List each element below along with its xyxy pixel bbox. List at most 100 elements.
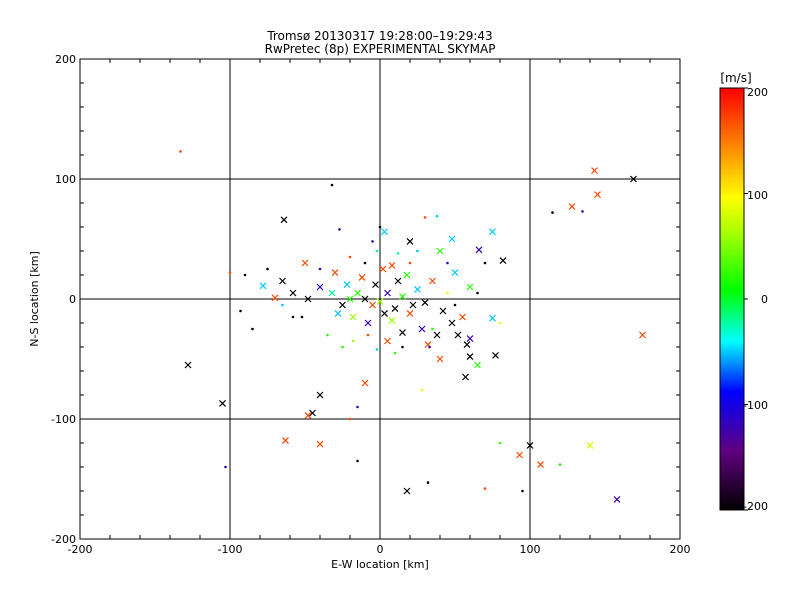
- data-point-dot: [291, 315, 295, 319]
- data-point-dot: [498, 321, 502, 325]
- colorbar-tick-label-200: 200: [747, 86, 768, 99]
- data-point-cross: [399, 329, 406, 337]
- x-tick-label-0: 0: [377, 543, 384, 556]
- data-point-cross: [466, 283, 474, 291]
- data-point-cross: [459, 313, 466, 321]
- y-tick-label-minus100: -100: [51, 413, 76, 426]
- data-point-cross: [568, 203, 576, 211]
- data-point-cross: [358, 273, 366, 281]
- data-point-dot: [420, 388, 424, 392]
- data-point-cross: [279, 277, 286, 285]
- data-point-dot: [375, 348, 379, 351]
- data-point-cross: [369, 301, 376, 309]
- data-point-dot: [351, 339, 355, 343]
- data-point-cross: [489, 228, 496, 236]
- data-point-dot: [363, 261, 367, 265]
- colorbar-ticks: [744, 87, 748, 511]
- chart-title: Tromsø 20130317 19:28:00–19:29:43: [266, 29, 492, 43]
- data-point-cross: [316, 283, 324, 291]
- data-point-cross: [331, 269, 339, 277]
- data-point-cross: [492, 351, 499, 359]
- data-point-cross: [466, 353, 474, 361]
- x-tick-label-200: 200: [670, 543, 691, 556]
- data-point-dot: [300, 315, 304, 319]
- data-point-cross: [388, 317, 396, 325]
- x-axis-label: E-W location [km]: [331, 558, 429, 571]
- data-point-cross: [466, 335, 474, 343]
- data-point-dot: [453, 303, 457, 307]
- data-point-cross: [421, 299, 429, 307]
- data-point-cross: [334, 309, 342, 317]
- data-point-cross: [339, 301, 346, 309]
- data-point-dot: [393, 351, 397, 355]
- data-point-cross: [309, 409, 316, 417]
- data-point-dot: [378, 225, 382, 229]
- data-point-cross: [414, 285, 421, 293]
- data-point-cross: [361, 379, 369, 387]
- data-point-cross: [280, 216, 288, 224]
- colorbar-label: [m/s]: [720, 71, 751, 85]
- data-point-cross: [406, 309, 414, 317]
- data-point-cross: [409, 301, 417, 309]
- data-point-cross: [364, 319, 372, 327]
- data-point-dot: [431, 327, 434, 331]
- data-point-dot: [408, 261, 412, 265]
- data-point-cross: [384, 289, 391, 297]
- y-tick-label-200: 200: [55, 53, 76, 66]
- data-point-dot: [581, 210, 584, 213]
- data-point-cross: [591, 167, 598, 175]
- data-point-cross: [516, 451, 523, 459]
- data-point-cross: [429, 277, 436, 285]
- data-point-dot: [228, 271, 232, 274]
- data-point-cross: [304, 295, 312, 303]
- data-point-dot: [356, 459, 359, 463]
- data-point-cross: [475, 246, 483, 254]
- x-tick-label-minus200: -200: [68, 543, 93, 556]
- data-point-dot: [251, 327, 254, 331]
- colorbar-tick-label-100: 100: [747, 189, 768, 202]
- data-point-cross: [328, 289, 336, 297]
- data-point-dot: [179, 150, 182, 153]
- data-point-cross: [282, 437, 289, 445]
- data-point-dot: [558, 463, 562, 466]
- data-point-cross: [316, 440, 324, 448]
- data-point-cross: [639, 331, 646, 339]
- colorbar-tick-label-0: 0: [761, 293, 768, 306]
- data-point-dot: [281, 303, 284, 307]
- data-point-cross: [289, 289, 297, 297]
- x-tick-label-100: 100: [520, 543, 541, 556]
- data-point-cross: [436, 247, 444, 255]
- data-point-dot: [348, 417, 352, 421]
- data-point-dot: [239, 309, 242, 313]
- data-point-cross: [448, 235, 456, 243]
- data-point-cross: [613, 495, 621, 503]
- data-point-dot: [435, 214, 439, 218]
- data-point-cross: [184, 361, 192, 369]
- data-point-cross: [436, 355, 444, 363]
- data-point-cross: [537, 461, 544, 469]
- data-point-cross: [433, 331, 441, 339]
- data-point-dot: [401, 345, 404, 349]
- data-point-cross: [381, 309, 388, 317]
- data-point-dot: [551, 211, 554, 214]
- data-point-cross: [439, 307, 447, 315]
- data-point-cross: [343, 281, 351, 289]
- data-point-cross: [394, 277, 402, 285]
- data-point-dot: [243, 273, 247, 277]
- data-point-cross: [391, 305, 399, 313]
- data-point-dot: [356, 405, 359, 409]
- data-point-cross: [418, 325, 426, 333]
- data-point-dot: [371, 240, 374, 243]
- y-tick-label-100: 100: [55, 173, 76, 186]
- data-point-cross: [406, 237, 414, 245]
- data-point-cross: [361, 295, 369, 303]
- data-point-dot: [366, 333, 370, 337]
- data-point-dot: [428, 345, 431, 349]
- data-point-cross: [448, 319, 456, 327]
- data-point-dot: [446, 291, 449, 295]
- data-point-cross: [499, 257, 507, 265]
- data-point-cross: [354, 289, 361, 297]
- data-point-dot: [330, 183, 334, 187]
- data-point-dot: [521, 489, 524, 493]
